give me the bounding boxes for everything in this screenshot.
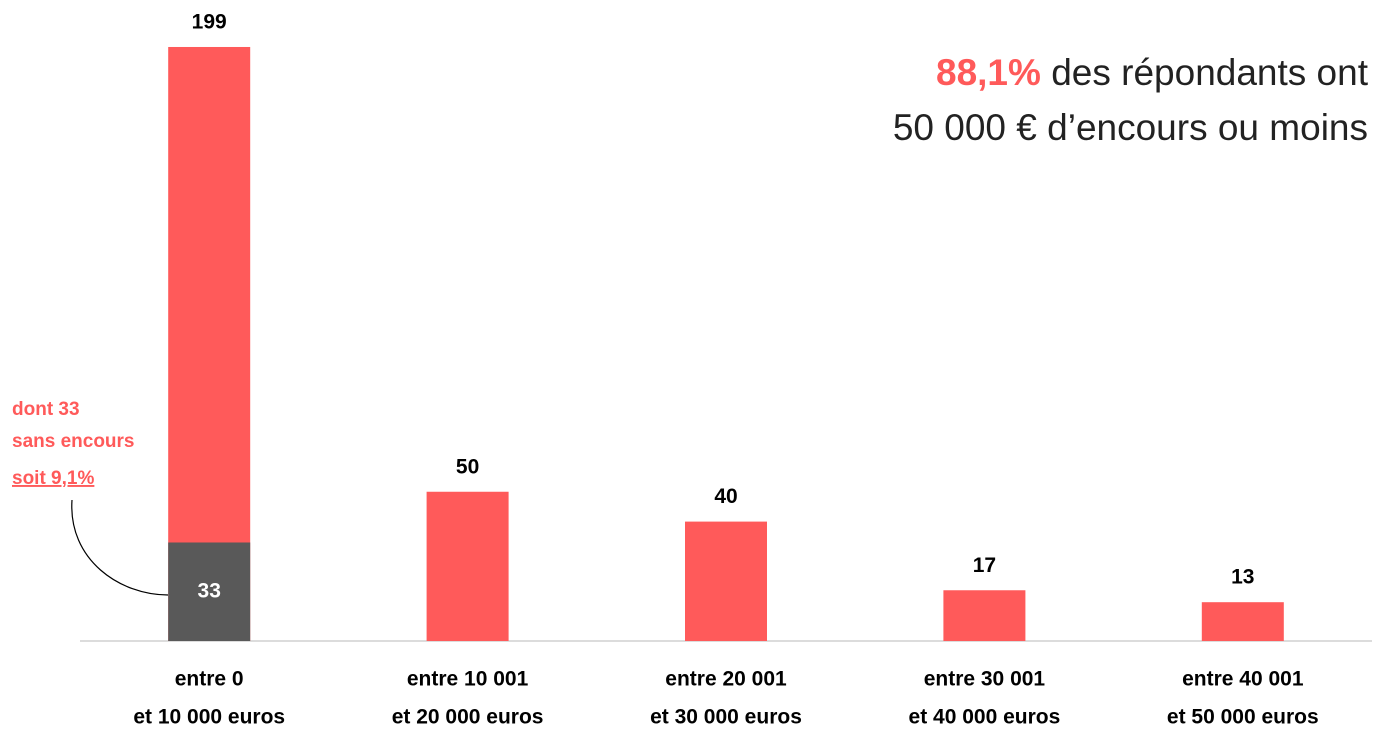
x-tick-label: et 20 000 euros [392,706,544,729]
value-label: 50 [456,455,479,478]
value-label: 199 [192,11,227,34]
x-tick-label: entre 30 001 [924,668,1046,691]
x-tick-label: entre 40 001 [1182,668,1304,691]
x-tick-label: entre 0 [175,668,244,691]
x-tick-label: et 50 000 euros [1167,706,1319,729]
x-tick-label: entre 20 001 [665,668,787,691]
bar [1201,602,1284,641]
title-line1: 88,1% des répondants ont [936,52,1369,93]
value-label: 40 [714,485,737,508]
bar [168,542,251,641]
annotation: soit 9,1% [12,468,94,489]
x-tick-label: et 30 000 euros [650,706,802,729]
x-tick-label: et 10 000 euros [133,706,285,729]
bar [685,521,767,641]
value-label: 13 [1231,566,1254,589]
annotation-connector [71,499,169,596]
annotation: dont 33 [12,399,80,420]
bar [426,491,509,641]
value-label: 17 [973,554,996,577]
x-tick-label: et 40 000 euros [909,706,1061,729]
x-tick-label: entre 10 001 [407,668,529,691]
subset-label: 33 [198,579,221,602]
annotation: sans encours [12,431,135,452]
title-text: des répondants ont [1041,52,1369,93]
bar [168,46,251,642]
title-highlight: 88,1% [936,52,1041,93]
bar [943,590,1026,641]
title-line2: 50 000 € d’encours ou moins [893,107,1368,148]
